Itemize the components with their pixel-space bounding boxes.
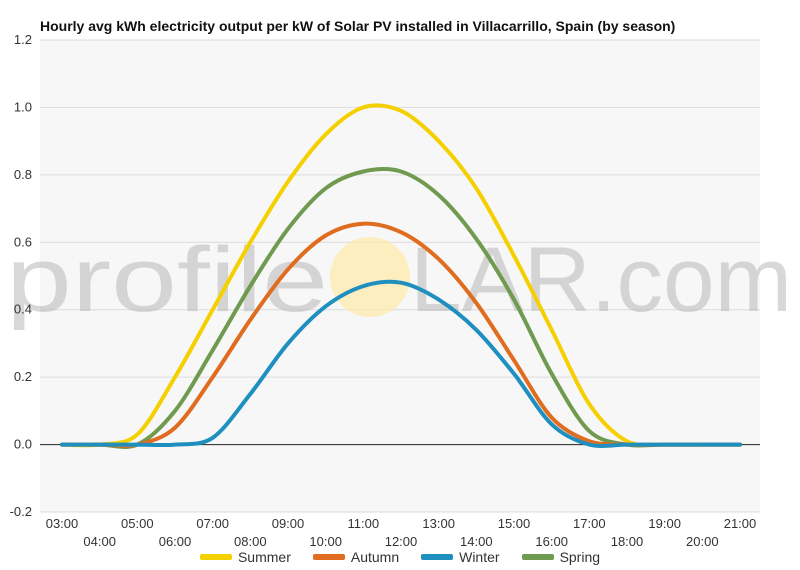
x-tick-label: 11:00 xyxy=(348,516,380,531)
legend-item-autumn[interactable]: Autumn xyxy=(312,549,400,565)
watermark-sun-icon xyxy=(330,237,410,317)
legend-swatch xyxy=(199,554,232,560)
legend-label: Spring xyxy=(559,549,601,565)
grid-lines xyxy=(40,39,760,513)
watermark-text-right: LAR.com xyxy=(410,229,792,331)
x-tick-label: 13:00 xyxy=(422,516,455,531)
y-tick-label: 0.2 xyxy=(14,369,32,384)
series-line-summer xyxy=(60,103,742,448)
x-tick-label: 06:00 xyxy=(159,534,192,549)
chart-title: Hourly avg kWh electricity output per kW… xyxy=(40,18,676,34)
legend-swatch xyxy=(521,554,554,560)
x-tick-label: 19:00 xyxy=(648,516,681,531)
y-tick-label: 0.6 xyxy=(14,234,32,249)
y-tick-label: -0.2 xyxy=(10,504,32,519)
legend-swatch xyxy=(421,554,454,560)
x-tick-label: 14:00 xyxy=(460,534,493,549)
x-tick-label: 15:00 xyxy=(498,516,531,531)
y-axis-labels: -0.2 0.0 0.2 0.4 0.6 0.8 1.0 1.2 xyxy=(10,32,32,519)
x-tick-label: 20:00 xyxy=(686,534,719,549)
x-tick-label: 03:00 xyxy=(46,516,79,531)
x-tick-label: 08:00 xyxy=(234,534,267,549)
series-lines xyxy=(60,103,742,449)
x-tick-label: 07:00 xyxy=(196,516,229,531)
legend-label: Winter xyxy=(459,549,500,565)
x-tick-label: 17:00 xyxy=(573,516,606,531)
x-tick-label: 04:00 xyxy=(83,534,116,549)
legend-item-winter[interactable]: Winter xyxy=(421,549,500,565)
x-tick-label: 09:00 xyxy=(272,516,305,531)
series-line-winter xyxy=(60,279,742,449)
y-tick-label: 0.0 xyxy=(14,437,32,452)
legend-item-summer[interactable]: Summer xyxy=(199,549,291,565)
x-tick-label: 18:00 xyxy=(611,534,644,549)
y-tick-label: 0.8 xyxy=(14,167,32,182)
y-tick-label: 1.2 xyxy=(14,32,32,47)
legend-label: Autumn xyxy=(350,549,400,565)
x-axis-labels: 03:00 04:00 05:00 06:00 07:00 08:00 09:00 10:00… xyxy=(46,516,757,549)
chart-legend: Summer Autumn Winter Spring xyxy=(0,549,800,565)
legend-swatch xyxy=(312,554,345,560)
x-tick-label: 10:00 xyxy=(309,534,342,549)
legend-item-spring[interactable]: Spring xyxy=(521,549,601,565)
x-tick-label: 21:00 xyxy=(724,516,757,531)
legend-label: Summer xyxy=(237,549,291,565)
x-tick-label: 16:00 xyxy=(535,534,568,549)
y-tick-label: 1.0 xyxy=(14,99,32,114)
y-tick-label: 0.4 xyxy=(14,302,32,317)
x-tick-label: 05:00 xyxy=(121,516,154,531)
x-tick-label: 12:00 xyxy=(385,534,418,549)
